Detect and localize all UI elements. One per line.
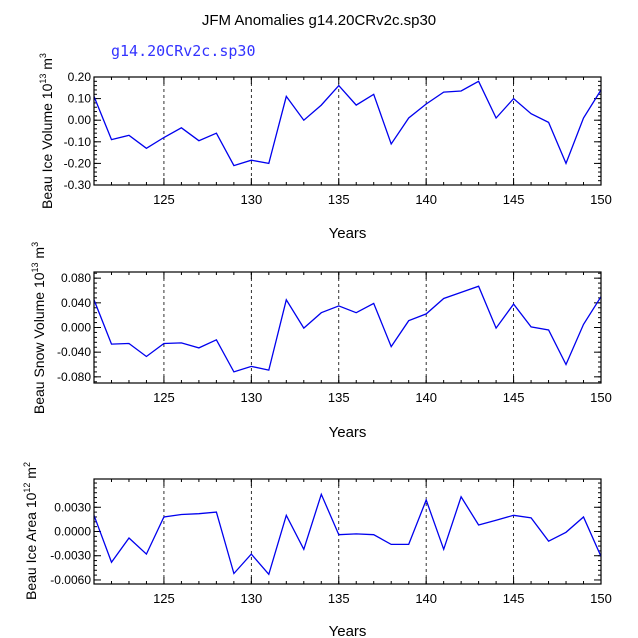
y-axis-title-text: m	[39, 58, 55, 74]
y-axis-title-superscript: 3	[30, 242, 40, 247]
y-axis-title: Beau Snow Volume 1013 m3	[30, 242, 47, 414]
y-tick-label: -0.080	[57, 370, 91, 384]
series-line	[94, 80, 601, 167]
y-tick-label: 0.10	[68, 92, 92, 106]
x-axis-title: Years	[329, 623, 367, 638]
series-line	[94, 285, 601, 373]
x-tick-label: 150	[590, 192, 612, 207]
y-tick-label: -0.10	[64, 135, 92, 149]
x-tick-label: 150	[590, 591, 612, 606]
panel-subtitle: g14.20CRv2c.sp30	[111, 42, 256, 60]
x-tick-label: 125	[153, 591, 175, 606]
x-tick-label: 145	[503, 390, 525, 405]
plot-frame	[93, 478, 602, 585]
y-tick-label: 0.0000	[54, 525, 91, 539]
x-tick-label: 130	[240, 192, 262, 207]
y-axis-title-superscript: 12	[22, 483, 32, 493]
y-axis-title-text: Beau Ice Volume 10	[39, 83, 55, 209]
figure-title: JFM Anomalies g14.20CRv2c.sp30	[202, 12, 436, 29]
y-axis-title-superscript: 13	[38, 74, 48, 84]
y-axis-title: Beau Ice Volume 1013 m3	[38, 53, 55, 209]
x-tick-label: 145	[503, 591, 525, 606]
x-tick-label: 135	[328, 192, 350, 207]
x-tick-label: 135	[328, 591, 350, 606]
y-axis-title-text: Beau Ice Area 10	[23, 492, 39, 600]
y-axis-title-superscript: 2	[22, 462, 32, 467]
y-axis-title-superscript: 3	[38, 53, 48, 58]
y-tick-label: 0.0030	[54, 500, 91, 514]
y-tick-label: -0.040	[57, 345, 91, 359]
y-tick-label: 0.20	[68, 70, 92, 84]
chart-panel-3: 125 130 135 140 145 150 0.0030 0.0000 -0.0030 -0.…	[22, 462, 612, 638]
y-tick-label: -0.20	[64, 156, 92, 170]
y-tick-label: 0.00	[68, 113, 92, 127]
x-tick-label: 145	[503, 192, 525, 207]
x-tick-label: 140	[415, 390, 437, 405]
plot-frame	[93, 271, 602, 384]
x-tick-label: 135	[328, 390, 350, 405]
x-tick-label: 130	[240, 390, 262, 405]
y-axis-title-superscript: 13	[30, 262, 40, 272]
y-axis-title-text: m	[31, 247, 47, 263]
x-tick-label: 150	[590, 390, 612, 405]
plot-frame	[93, 76, 602, 186]
panels: 125 130 135 140 145 150 0.20 0.10 0.00 -0.10 -0.20…	[22, 53, 612, 638]
chart-panel-2: 125 130 135 140 145 150 0.080 0.040 0.000 -0.040 -…	[30, 242, 612, 441]
x-axis-title: Years	[329, 225, 367, 242]
x-tick-label: 125	[153, 390, 175, 405]
y-tick-label: 0.040	[61, 296, 91, 310]
chart-panel-1: 125 130 135 140 145 150 0.20 0.10 0.00 -0.10 -0.20…	[38, 53, 612, 242]
series-line	[94, 492, 601, 576]
x-tick-label: 140	[415, 192, 437, 207]
y-tick-label: -0.30	[64, 178, 92, 192]
y-axis-title-text: m	[23, 467, 39, 483]
y-tick-label: -0.0060	[50, 573, 91, 587]
y-tick-label: 0.000	[61, 321, 91, 335]
x-tick-label: 125	[153, 192, 175, 207]
y-tick-label: 0.080	[61, 271, 91, 285]
x-tick-label: 130	[240, 591, 262, 606]
x-axis-title: Years	[329, 424, 367, 441]
y-tick-label: -0.0030	[50, 549, 91, 563]
y-axis-title: Beau Ice Area 1012 m2	[22, 462, 39, 600]
y-axis-title-text: Beau Snow Volume 10	[31, 272, 47, 414]
x-tick-label: 140	[415, 591, 437, 606]
